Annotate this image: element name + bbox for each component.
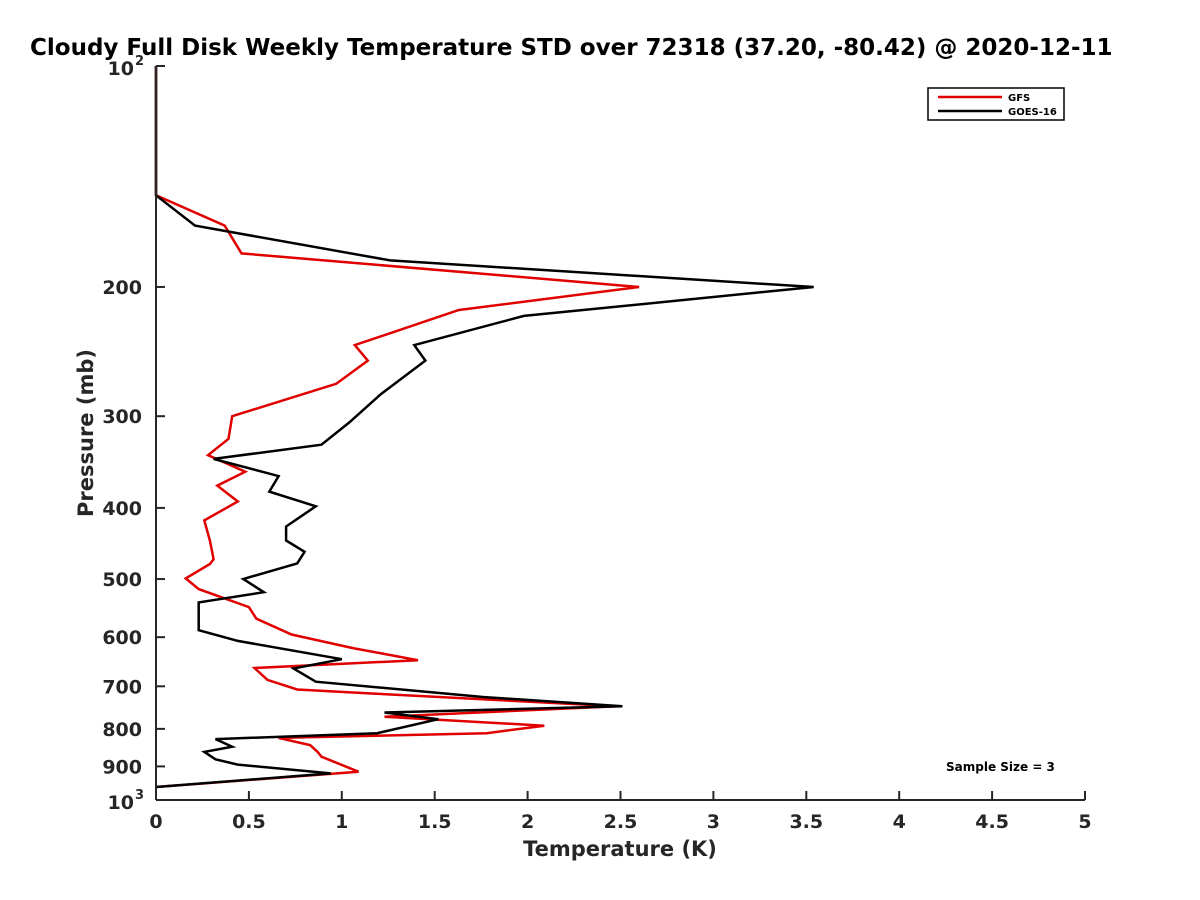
y-decade-tick-label: 10	[108, 58, 134, 80]
legend-box	[927, 87, 1065, 121]
x-tick-label: 1.5	[418, 811, 452, 833]
y-tick-label: 700	[102, 676, 142, 698]
series-line-gfs	[154, 66, 640, 789]
chart-title: Cloudy Full Disk Weekly Temperature STD …	[30, 35, 1113, 61]
y-tick-label: 300	[102, 406, 142, 428]
y-tick-label: 900	[102, 756, 142, 778]
y-tick-label: 400	[102, 498, 142, 520]
legend-label-goes-16: GOES-16	[1008, 107, 1057, 118]
x-tick-label: 1	[335, 811, 348, 833]
y-tick-label: 800	[102, 719, 142, 741]
legend: GFS GOES-16	[927, 87, 1065, 121]
x-tick-label: 5	[1078, 811, 1091, 833]
y-tick-label: 200	[102, 277, 142, 299]
y-decade-tick-exponent: 2	[135, 54, 144, 69]
series-line-goes-16	[154, 66, 814, 789]
x-tick-label: 2	[521, 811, 534, 833]
x-tick-label: 4	[893, 811, 906, 833]
x-tick-label: 2.5	[604, 811, 638, 833]
y-decade-tick-label: 10	[108, 792, 134, 814]
x-tick-label: 3.5	[789, 811, 823, 833]
y-decade-tick-exponent: 3	[135, 788, 144, 803]
legend-label-gfs: GFS	[1008, 93, 1030, 104]
x-ticks: 0 0.5 1 1.5 2 2.5 3 3.5 4 4.5 5	[149, 791, 1092, 833]
series-layer	[154, 66, 814, 789]
y-axis-label: Pressure (mb)	[74, 349, 98, 517]
x-axis-label: Temperature (K)	[523, 837, 717, 861]
x-tick-label: 0	[149, 811, 162, 833]
x-tick-label: 4.5	[975, 811, 1009, 833]
x-tick-label: 3	[707, 811, 720, 833]
x-tick-label: 0.5	[232, 811, 266, 833]
sample-size-annotation: Sample Size = 3	[946, 760, 1055, 774]
y-tick-label: 500	[102, 569, 142, 591]
y-tick-label: 600	[102, 627, 142, 649]
